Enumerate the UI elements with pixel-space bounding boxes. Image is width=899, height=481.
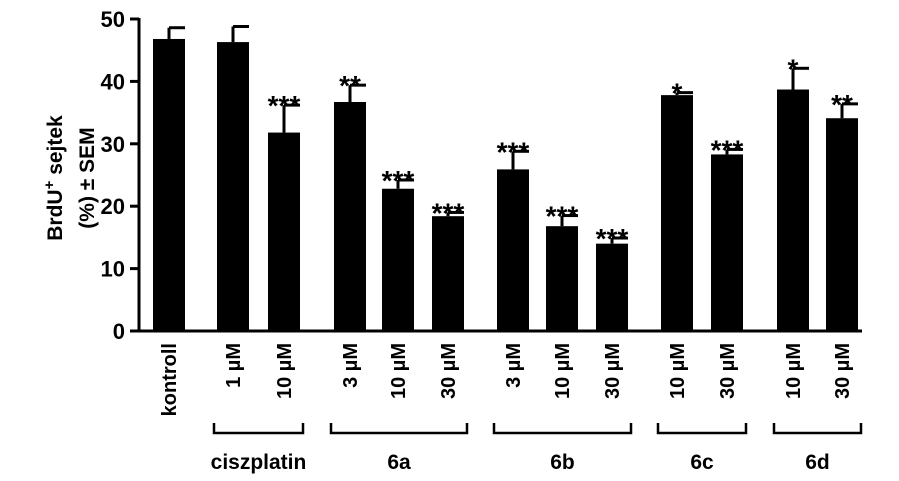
group-label: 6a [387, 451, 411, 474]
category-labels: kontroll 1 µM 10 µM 3 µM 10 µM 30 µM 3 µM 10 µM… [159, 343, 854, 416]
group-bracket [492, 423, 633, 435]
y-tick-label: 0 [113, 319, 125, 344]
significance-mark: *** [546, 201, 579, 232]
group-bracket [656, 423, 748, 435]
y-tick-label: 50 [101, 7, 125, 32]
group-label: 6d [805, 451, 830, 474]
group-label: 6c [690, 451, 714, 474]
group-brackets: ciszplatin 6a 6b 6c 6d [211, 423, 863, 474]
y-axis-title-line1: BrdU+ sejtek [41, 115, 67, 241]
bar [546, 226, 578, 331]
significance-mark: ** [339, 70, 361, 101]
y-tick-label: 40 [101, 69, 125, 94]
x-tick-label: kontroll [159, 343, 181, 416]
group-bracket [772, 423, 863, 435]
y-axis-title-line2: (%) ± SEM [76, 127, 99, 228]
x-tick-label: 30 µM [717, 343, 739, 399]
bar [497, 169, 529, 331]
y-tick-label: 20 [101, 194, 125, 219]
x-tick-label: 30 µM [602, 343, 624, 399]
significance-mark: *** [268, 90, 301, 121]
y-tick-label: 30 [101, 132, 125, 157]
bar [334, 101, 366, 331]
x-tick-label: 30 µM [832, 343, 854, 399]
significance-mark: *** [596, 223, 629, 254]
bar [711, 154, 743, 331]
bar [661, 95, 693, 332]
bar [217, 42, 249, 331]
group-bracket [212, 423, 305, 435]
x-tick-label: 1 µM [223, 343, 245, 388]
bar [432, 216, 464, 331]
x-tick-label: 30 µM [438, 343, 460, 399]
group-bracket [329, 423, 469, 435]
bars: *************************** [153, 24, 858, 332]
x-tick-label: 10 µM [274, 343, 296, 399]
significance-mark: *** [382, 165, 415, 196]
bar [777, 89, 809, 332]
axes: 0 10 20 30 40 50 [101, 7, 862, 344]
significance-mark: * [788, 53, 799, 84]
x-tick-label: 3 µM [503, 343, 525, 388]
significance-mark: * [672, 78, 683, 109]
significance-mark: *** [497, 136, 530, 167]
significance-mark: ** [831, 89, 853, 120]
bar [596, 243, 628, 331]
x-tick-label: 10 µM [552, 343, 574, 399]
bar [826, 118, 858, 331]
bar [153, 38, 185, 332]
significance-mark: *** [432, 197, 465, 228]
group-label: ciszplatin [211, 451, 307, 474]
x-tick-label: 3 µM [340, 343, 362, 388]
x-tick-label: 10 µM [783, 343, 805, 399]
x-tick-label: 10 µM [388, 343, 410, 399]
bar [382, 188, 414, 331]
group-label: 6b [550, 451, 575, 474]
x-tick-label: 10 µM [667, 343, 689, 399]
bar [268, 132, 300, 331]
y-tick-label: 10 [101, 257, 125, 282]
significance-mark: *** [711, 134, 744, 165]
y-axis-title: BrdU+ sejtek (%) ± SEM [41, 115, 99, 241]
